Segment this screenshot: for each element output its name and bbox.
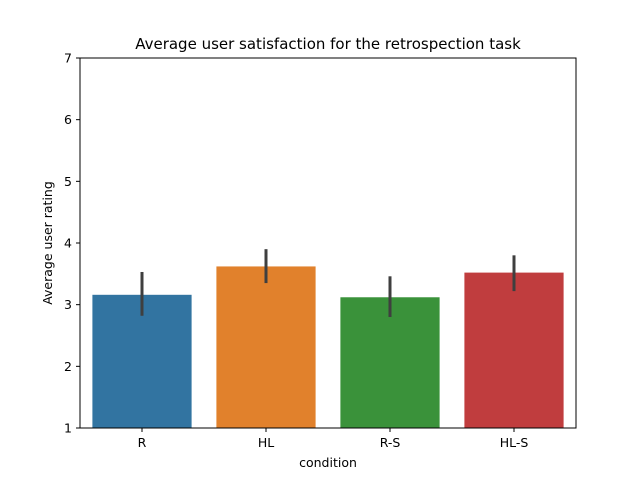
y-tick-label: 7 xyxy=(64,51,72,66)
chart-title: Average user satisfaction for the retros… xyxy=(135,35,521,53)
y-tick-label: 5 xyxy=(64,174,72,189)
bar-r xyxy=(92,294,192,428)
y-axis: 1 2 3 4 5 6 7 xyxy=(64,51,80,436)
bar-r-s xyxy=(340,297,440,428)
x-axis-label: condition xyxy=(299,455,357,470)
x-tick-label: HL xyxy=(258,435,274,450)
error-bars-group xyxy=(140,249,516,317)
y-tick-label: 2 xyxy=(64,359,72,374)
y-tick-label: 4 xyxy=(64,236,72,251)
x-tick-label: R xyxy=(138,435,147,450)
bar-hl xyxy=(216,266,316,428)
y-tick-label: 3 xyxy=(64,297,72,312)
bars-group xyxy=(92,266,564,428)
x-tick-label: HL-S xyxy=(500,435,529,450)
x-tick-label: R-S xyxy=(380,435,401,450)
x-axis: R HL R-S HL-S xyxy=(138,428,529,450)
y-axis-label: Average user rating xyxy=(40,181,55,305)
bar-hl-s xyxy=(464,272,564,428)
y-tick-label: 1 xyxy=(64,421,72,436)
y-tick-label: 6 xyxy=(64,112,72,127)
